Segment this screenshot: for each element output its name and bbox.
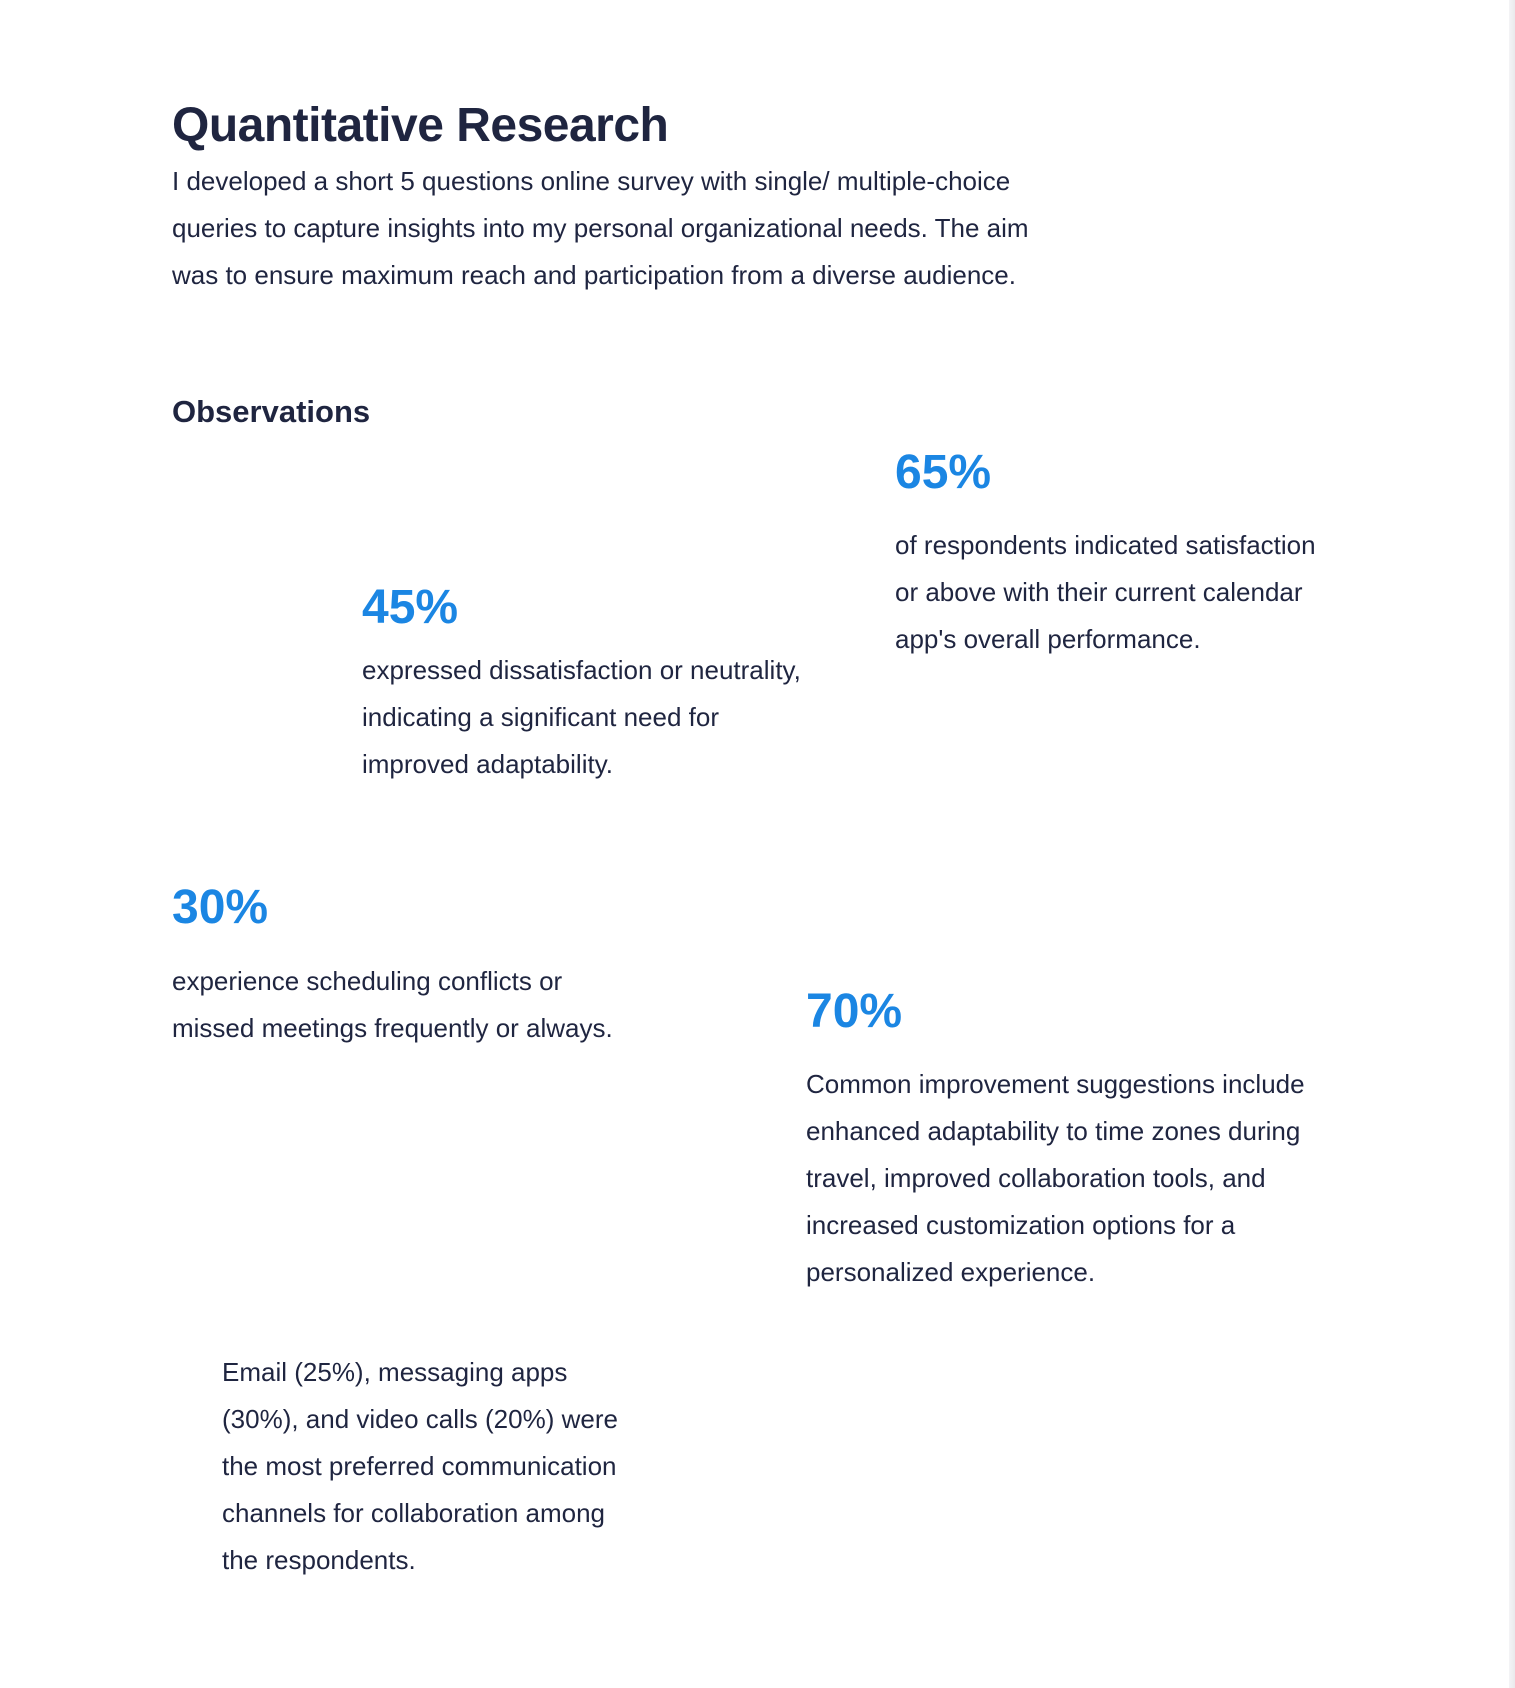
stat-conflicts-text: experience scheduling conflicts or misse…	[172, 966, 613, 1043]
observations-heading: Observations	[172, 394, 371, 429]
stat-improvements-value: 70%	[806, 985, 903, 1038]
intro-paragraph: I developed a short 5 questions online s…	[172, 166, 1029, 290]
stat-channels-text: Email (25%), messaging apps (30%), and v…	[222, 1357, 618, 1575]
stat-improvements-text: Common improvement suggestions include e…	[806, 1069, 1305, 1287]
page-title: Quantitative Research	[172, 99, 669, 152]
stat-conflicts-value: 30%	[172, 881, 269, 934]
stat-satisfaction-value: 65%	[895, 446, 992, 499]
stat-satisfaction-text: of respondents indicated satisfaction or…	[895, 530, 1316, 654]
stat-dissatisfaction-text: expressed dissatisfaction or neutrality,…	[362, 655, 801, 779]
stat-dissatisfaction-value: 45%	[362, 581, 459, 634]
page-edge-rule	[1509, 0, 1515, 1688]
